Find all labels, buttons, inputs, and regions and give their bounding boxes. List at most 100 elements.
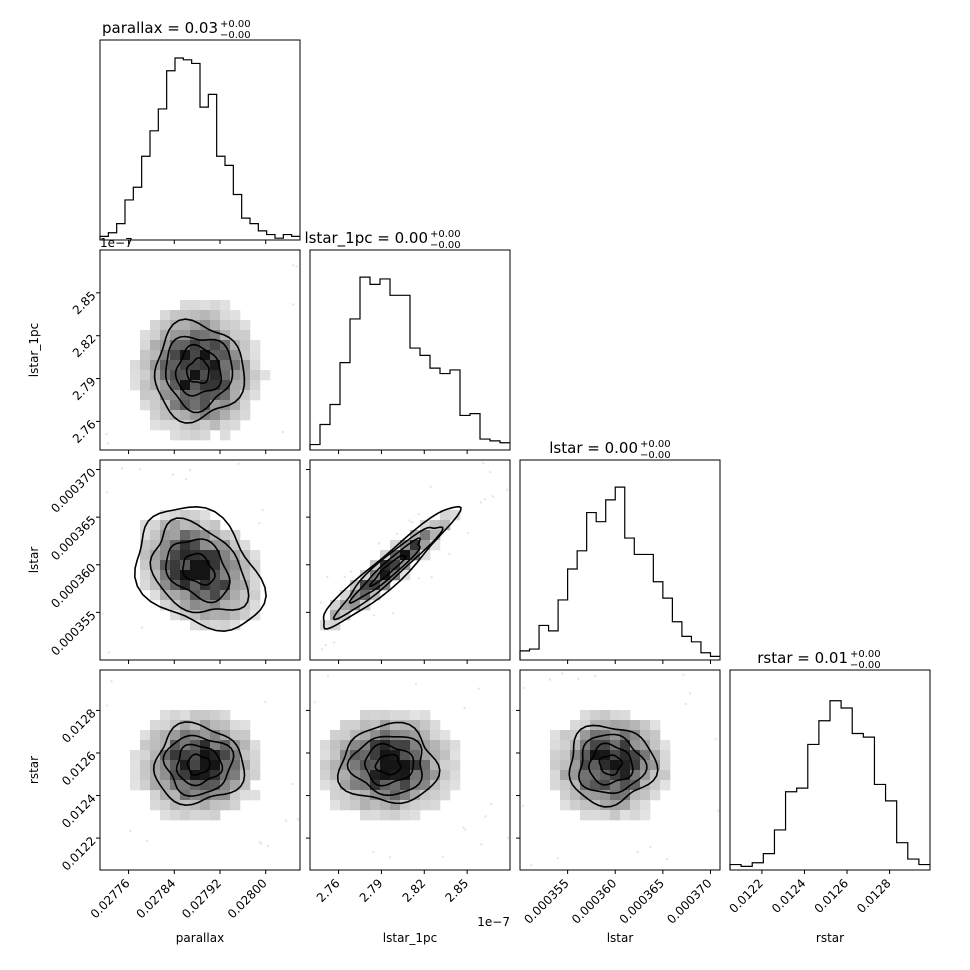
density-bin (200, 520, 211, 531)
density-bin (230, 320, 241, 331)
density-bin (570, 800, 581, 811)
density-bin (150, 380, 161, 391)
density-bin (640, 750, 651, 761)
y-tick-label-lstar_1pc: 2.76 (70, 417, 99, 446)
density-bin (650, 770, 661, 781)
density-bin (620, 770, 631, 781)
density-bin (200, 300, 211, 311)
density-bin (220, 430, 231, 441)
panel-content-rstar-vs-lstar_1pc (253, 670, 542, 859)
density-bin (650, 740, 661, 751)
density-bin (440, 770, 451, 781)
density-bin (230, 740, 241, 751)
density-bin (170, 540, 181, 551)
sample-point (548, 678, 552, 681)
density-bin (220, 580, 231, 591)
density-bin (410, 740, 421, 751)
density-bin (600, 750, 611, 761)
contour-level-2 (174, 343, 223, 397)
density-bin (160, 810, 171, 821)
sample-point (237, 462, 240, 466)
density-bin (190, 810, 201, 821)
density-bin (550, 770, 561, 781)
contour-level-3 (149, 517, 250, 614)
y-axis-label-lstar: lstar (27, 547, 41, 574)
density-bin (150, 790, 161, 801)
density-bin (240, 760, 251, 771)
hist-frame-rstar (729, 669, 931, 871)
sample-point (430, 575, 433, 579)
density-bin (150, 340, 161, 351)
density-bin (220, 360, 231, 371)
sample-point (474, 862, 476, 864)
density-bin (440, 520, 451, 531)
density-bin (250, 590, 261, 601)
x-tick-label-parallax: 0.02776 (88, 876, 133, 921)
density-bin (160, 790, 171, 801)
density-bin (220, 790, 231, 801)
sample-point (253, 694, 255, 696)
density-bin (560, 730, 571, 741)
density-bin (420, 800, 431, 811)
panel-frame-rstar-vs-parallax (99, 669, 301, 871)
density-bin (390, 800, 401, 811)
density-bin (230, 610, 241, 621)
sample-point (540, 818, 542, 820)
x-tick-label-rstar: 0.0124 (769, 876, 809, 916)
density-bin (550, 750, 561, 761)
density-bin (380, 810, 391, 821)
density-bin (230, 360, 241, 371)
density-bin (190, 400, 201, 411)
panel-lstar-vs-lstar_1pc (304, 459, 511, 674)
sample-point (130, 534, 132, 536)
density-bin (240, 370, 251, 381)
density-bin (410, 780, 421, 791)
x-tick-label-lstar: 0.000360 (569, 876, 619, 926)
density-bin (220, 550, 231, 561)
density-bin (200, 750, 211, 761)
density-bin (170, 530, 181, 541)
density-bin (350, 760, 361, 771)
density-bin (350, 750, 361, 761)
density-bin (420, 740, 431, 751)
density-bin (230, 540, 241, 551)
density-bin (240, 610, 251, 621)
sample-point (259, 674, 261, 676)
x-tick-label-lstar_1pc: 2.82 (400, 876, 429, 905)
panel-content-rstar-vs-lstar (474, 672, 720, 867)
sample-point (274, 814, 276, 816)
density-bin (180, 390, 191, 401)
sample-point (522, 686, 525, 690)
density-bin (160, 380, 171, 391)
density-bin (200, 530, 211, 541)
sample-point (304, 672, 306, 674)
x-axis-label-lstar_1pc: lstar_1pc (383, 931, 437, 945)
density-bin (400, 770, 411, 781)
density-bin (240, 360, 251, 371)
sample-point (48, 294, 50, 296)
density-bin (170, 430, 181, 441)
density-bin (160, 360, 171, 371)
density-bin (140, 770, 151, 781)
density-bin (400, 790, 411, 801)
density-bin (360, 770, 371, 781)
density-bin (400, 540, 411, 551)
density-bin (610, 780, 621, 791)
density-bin (240, 570, 251, 581)
density-bin (420, 530, 431, 541)
sample-point (349, 570, 353, 573)
sample-point (314, 588, 316, 590)
sample-point (105, 433, 108, 436)
density-bin (210, 370, 221, 381)
density-bin (200, 730, 211, 741)
density-bin (420, 720, 431, 731)
density-bin (160, 320, 171, 331)
density-bin (400, 800, 411, 811)
density-bin (230, 340, 241, 351)
density-bin (160, 560, 171, 571)
density-bin (180, 550, 191, 561)
density-bin (450, 740, 461, 751)
density-bin (230, 770, 241, 781)
density-bin (580, 770, 591, 781)
sample-point (482, 692, 484, 694)
